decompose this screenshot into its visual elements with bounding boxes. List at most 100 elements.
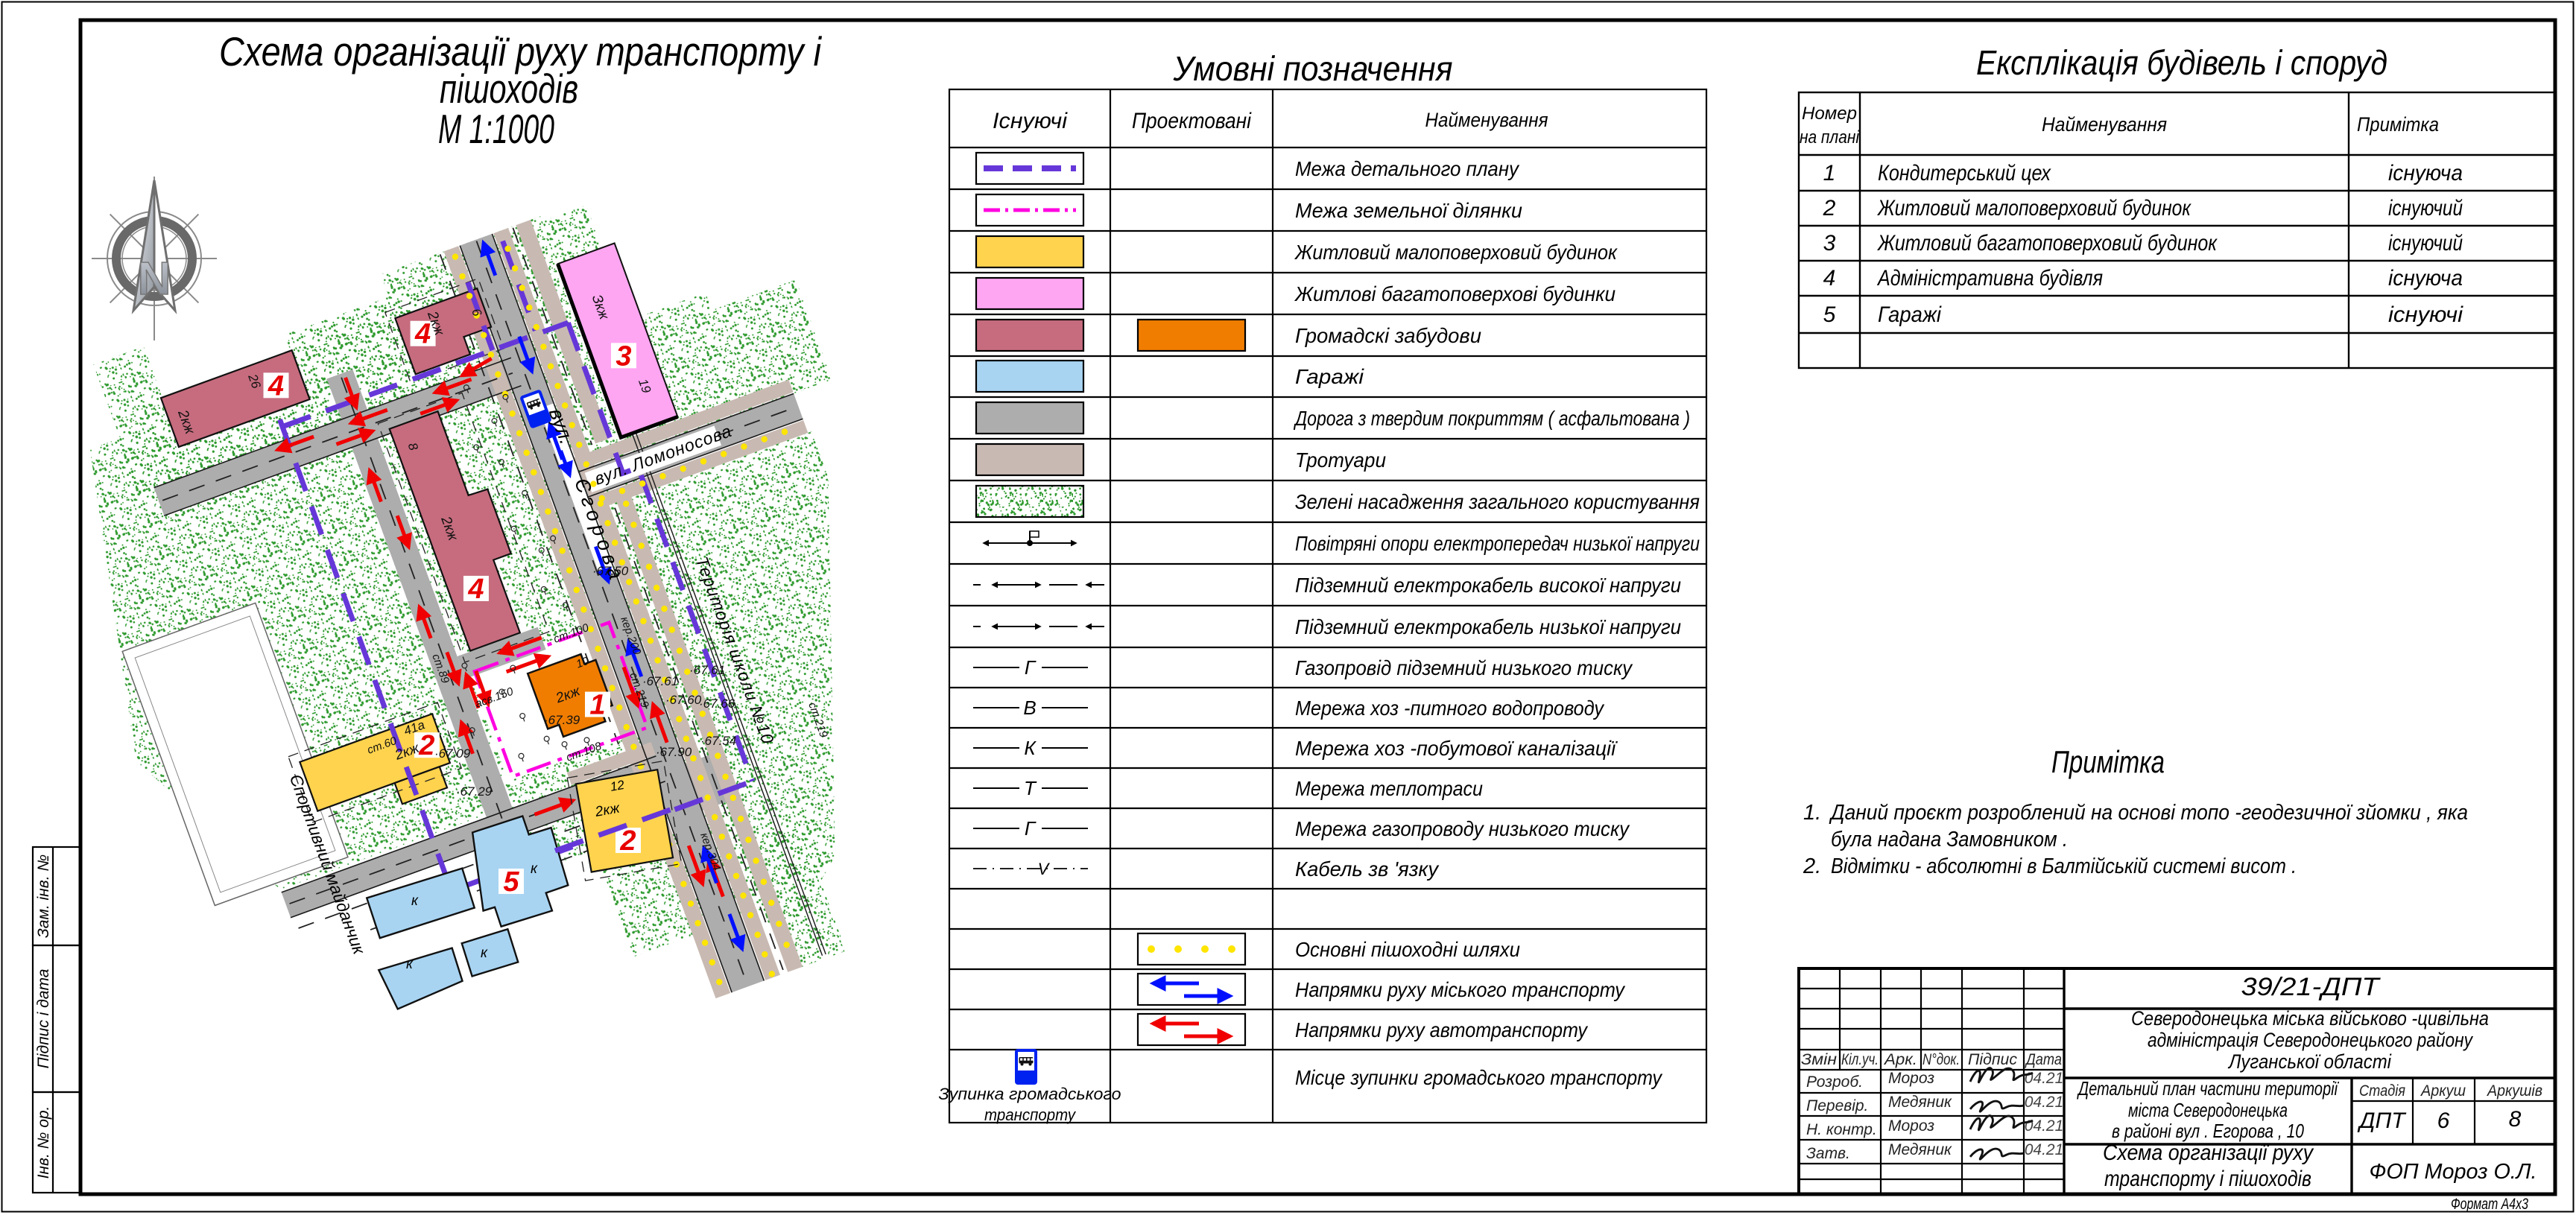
svg-text:6: 6	[2437, 1108, 2450, 1133]
svg-text:N°док.: N°док.	[1922, 1051, 1960, 1068]
svg-text:Зелені насадження загального: Зелені насадження загального користуванн…	[1295, 490, 1700, 513]
svg-text:існуючий: існуючий	[2388, 231, 2463, 256]
svg-text:Дорога з твердим покриттям: Дорога з твердим покриттям ( асфальтован…	[1294, 407, 1690, 430]
svg-text:Громадскі забудови: Громадскі забудови	[1295, 324, 1481, 347]
svg-text:Мережа теплотраси: Мережа теплотраси	[1295, 777, 1483, 800]
svg-text:·67.50: ·67.50	[592, 564, 629, 578]
svg-text:Напрямки руху міського тран: Напрямки руху міського транспорту	[1295, 978, 1626, 1001]
svg-text:Межа детального плану: Межа детального плану	[1295, 157, 1520, 180]
svg-text:транспорту: транспорту	[984, 1106, 1077, 1124]
svg-text:3: 3	[615, 340, 631, 372]
svg-text:04.21: 04.21	[2025, 1094, 2064, 1111]
svg-text:·67.54: ·67.54	[700, 734, 736, 748]
svg-text:Луганської області: Луганської області	[2227, 1050, 2392, 1073]
svg-text:Дата: Дата	[2025, 1051, 2062, 1068]
svg-text:Житловий багатоповерховий бу: Житловий багатоповерховий будинок	[1876, 231, 2218, 256]
svg-text:Г: Г	[1025, 817, 1037, 840]
svg-text:Н. контр.: Н. контр.	[1806, 1121, 1877, 1138]
svg-text:·67.29: ·67.29	[456, 784, 493, 799]
svg-text:Відмітки - абсолютні в Ба: Відмітки - абсолютні в Балтійській систе…	[1831, 854, 2297, 878]
svg-text:Кабель зв 'язку: Кабель зв 'язку	[1295, 857, 1440, 881]
svg-text:Найменування: Найменування	[2042, 113, 2167, 136]
svg-text:Напрямки руху автотранспорту: Напрямки руху автотранспорту	[1295, 1018, 1589, 1041]
svg-text:Схема організації руху: Схема організації руху	[2103, 1141, 2314, 1165]
svg-text:Тротуари: Тротуари	[1295, 448, 1386, 472]
svg-text:існуючий: існуючий	[2388, 196, 2463, 221]
svg-text:04.21: 04.21	[2025, 1070, 2064, 1087]
svg-text:пішоходів: пішоходів	[440, 66, 578, 112]
svg-text:5: 5	[1823, 302, 1836, 327]
svg-text:Житлові багатоповерхові буди: Житлові багатоповерхові будинки	[1294, 282, 1615, 305]
svg-text:10: 10	[575, 655, 591, 671]
svg-text:N: N	[138, 253, 171, 305]
svg-text:була надана Замовником .: була надана Замовником .	[1831, 828, 2068, 851]
svg-text:8: 8	[2509, 1107, 2522, 1132]
svg-text:М 1:1000: М 1:1000	[438, 106, 554, 152]
svg-text:Г: Г	[1025, 656, 1037, 679]
svg-text:Межа земельної ділянки: Межа земельної ділянки	[1295, 199, 1522, 222]
svg-text:2.: 2.	[1803, 854, 1821, 878]
svg-text:04.21: 04.21	[2025, 1141, 2064, 1158]
svg-text:Схема організації руху тран: Схема організації руху транспорту і	[219, 28, 823, 74]
svg-text:Мороз: Мороз	[1888, 1117, 1934, 1135]
svg-text:Арк.: Арк.	[1883, 1051, 1917, 1068]
svg-text:39/21-ДПТ: 39/21-ДПТ	[2241, 973, 2381, 1001]
svg-text:адміністрація Северодонецьког: адміністрація Северодонецького району	[2148, 1029, 2473, 1051]
svg-text:міста Северодонецька: міста Северодонецька	[2128, 1099, 2288, 1121]
svg-text:Северодонецька міська військ: Северодонецька міська військово -цивільн…	[2131, 1007, 2489, 1030]
svg-text:Медяник: Медяник	[1888, 1141, 1952, 1158]
svg-text:Проектовані: Проектовані	[1132, 109, 1252, 133]
svg-text:Мережа газопроводу низького: Мережа газопроводу низького тиску	[1295, 817, 1630, 840]
svg-text:ФОП Мороз О.Л.: ФОП Мороз О.Л.	[2370, 1160, 2537, 1184]
svg-text:Аркушів: Аркушів	[2486, 1082, 2542, 1100]
svg-text:Гаражі: Гаражі	[1295, 365, 1364, 388]
svg-text:Житловий малоповерховий буди: Житловий малоповерховий будинок	[1876, 196, 2192, 221]
svg-text:4: 4	[467, 574, 484, 605]
svg-text:Зам. інв. №: Зам. інв. №	[35, 854, 52, 938]
svg-text:Місце зупинки громадського: Місце зупинки громадського транспорту	[1295, 1066, 1663, 1089]
svg-text:4: 4	[1823, 266, 1836, 291]
svg-text:Детальний план частини тери: Детальний план частини території	[2077, 1077, 2340, 1100]
svg-text:Основні пішоходні шляхи: Основні пішоходні шляхи	[1295, 938, 1520, 961]
svg-text:·67.66: ·67.66	[699, 697, 735, 711]
svg-text:К: К	[1024, 737, 1037, 759]
svg-text:3: 3	[1823, 231, 1836, 256]
svg-text:Експлікація будівель і спор: Експлікація будівель і споруд	[1976, 43, 2387, 82]
svg-text:Формат А4х3: Формат А4х3	[2451, 1196, 2528, 1213]
svg-text:Т: Т	[1024, 777, 1037, 799]
svg-text:в районі вул . Егорова , 10: в районі вул . Егорова , 10	[2112, 1120, 2304, 1142]
svg-text:Змін: Змін	[1801, 1051, 1837, 1068]
svg-text:Примітка: Примітка	[2357, 113, 2439, 136]
svg-text:Аркуш: Аркуш	[2420, 1082, 2466, 1100]
svg-text:Інв. № ор.: Інв. № ор.	[35, 1106, 52, 1179]
svg-text:к: к	[531, 861, 538, 877]
svg-text:Умовні позначення: Умовні позначення	[1173, 49, 1453, 88]
svg-text:·67.60: ·67.60	[665, 693, 702, 707]
svg-text:Мережа хоз -побутової каналі: Мережа хоз -побутової каналізації	[1295, 737, 1618, 760]
svg-text:Даний проєкт розроблений на: Даний проєкт розроблений на основі топо …	[1829, 801, 2468, 825]
svg-text:Номер: Номер	[1802, 104, 1857, 124]
svg-text:12: 12	[609, 778, 625, 794]
svg-text:Медяник: Медяник	[1888, 1094, 1952, 1111]
svg-text:04.21: 04.21	[2025, 1117, 2064, 1135]
svg-text:ДПТ: ДПТ	[2357, 1108, 2407, 1133]
svg-text:Кіл.уч.: Кіл.уч.	[1841, 1051, 1879, 1068]
svg-text:2: 2	[619, 825, 636, 857]
svg-text:2: 2	[1823, 196, 1836, 221]
svg-text:·67.90: ·67.90	[656, 745, 692, 759]
svg-text:4: 4	[268, 370, 284, 402]
svg-text:к: к	[481, 945, 488, 961]
svg-text:транспорту і пішоходів: транспорту і пішоходів	[2104, 1167, 2311, 1191]
svg-text:·67.61: ·67.61	[642, 674, 678, 688]
svg-text:2: 2	[418, 730, 434, 761]
svg-text:1.: 1.	[1803, 801, 1821, 825]
svg-text:1: 1	[589, 690, 605, 721]
svg-text:V: V	[1038, 860, 1051, 878]
svg-text:5: 5	[503, 866, 519, 898]
svg-text:Житловий малоповерховий буди: Житловий малоповерховий будинок	[1294, 241, 1618, 264]
svg-text:В: В	[1023, 697, 1036, 719]
svg-text:Примітка: Примітка	[2051, 744, 2165, 779]
svg-text:Адміністративна будівля: Адміністративна будівля	[1876, 266, 2103, 291]
svg-text:Мережа хоз -питного водопров: Мережа хоз -питного водопроводу	[1295, 697, 1605, 720]
svg-text:·67.61: ·67.61	[689, 663, 725, 677]
